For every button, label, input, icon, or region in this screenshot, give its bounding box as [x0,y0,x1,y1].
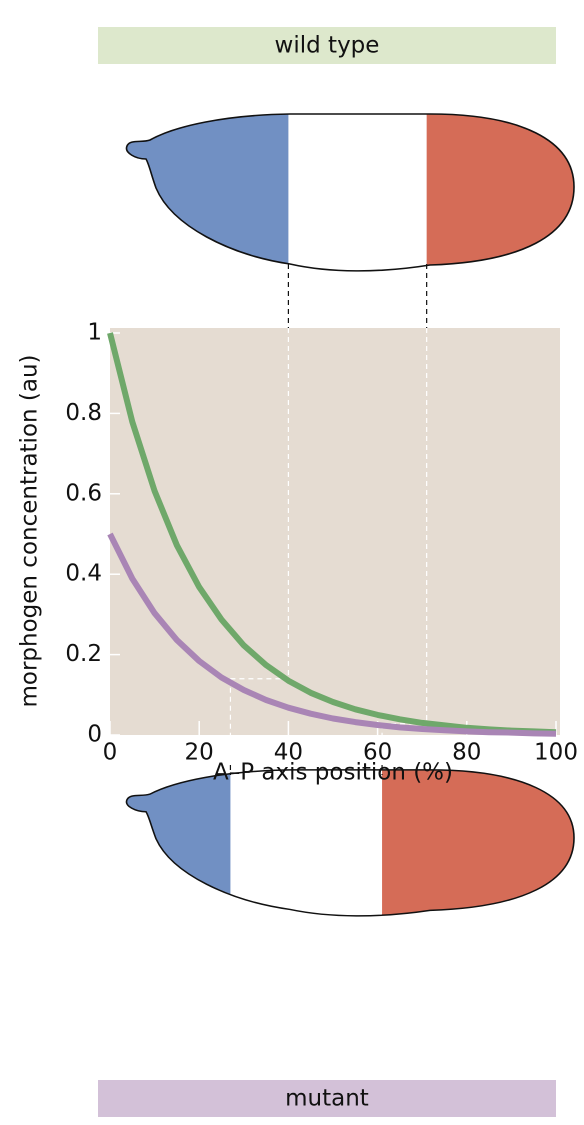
bottom-label: mutant [285,1086,369,1112]
top-label: wild type [275,33,380,59]
y-axis-label: morphogen concentration (au) [17,354,43,707]
x-tick-label: 40 [274,740,303,766]
plot-background [110,328,560,735]
label-box [98,27,556,64]
posterior-band [426,114,574,271]
y-tick-label: 0.6 [65,480,102,506]
x-axis-label: A–P axis position (%) [213,760,453,786]
x-tick-label: 20 [185,740,214,766]
curve [107,532,557,737]
anterior-band [126,114,289,271]
y-tick-label: 0.2 [65,641,102,667]
y-tick-label: 0 [87,722,102,748]
wild-type-embryo [125,113,575,272]
y-tick-label: 0.4 [65,561,102,587]
curve [107,332,557,736]
x-tick-label: 80 [452,740,481,766]
x-tick-label: 60 [363,740,392,766]
label-box [98,1080,556,1117]
plot: 0 20 40 60 80 100 0 0.2 0.4 0.6 0.8 1 [65,264,578,775]
x-tick-label: 100 [534,740,578,766]
anterior-band [126,769,231,916]
y-tick-label: 0.8 [65,400,102,426]
y-tick-label: 1 [87,320,102,346]
x-tick-label: 0 [103,740,118,766]
